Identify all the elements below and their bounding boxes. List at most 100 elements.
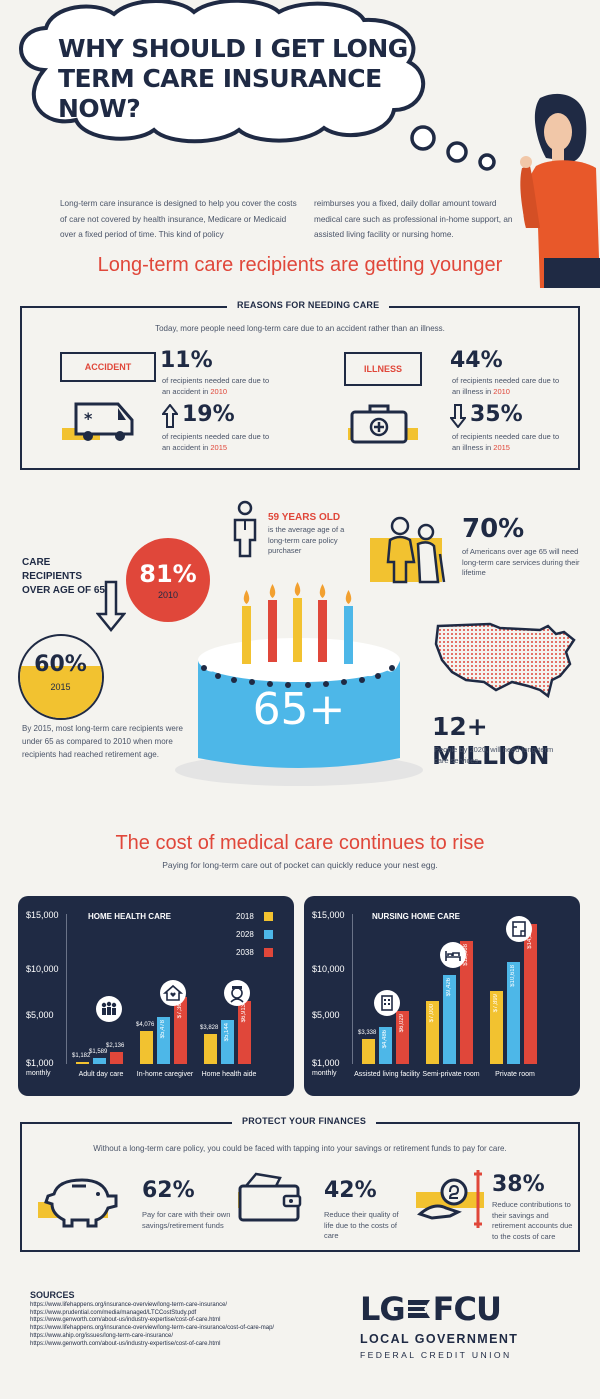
finance-pct-0: 62% (142, 1178, 195, 1203)
chart1-category-label-1: In-home caregiver (136, 1071, 194, 1078)
chart1-bar-2028-2 (221, 1020, 234, 1064)
logo-line2: FEDERAL CREDIT UNION (360, 1350, 512, 1360)
arrow-down-icon (450, 404, 466, 428)
finance-pct-2: 38% (492, 1172, 545, 1197)
finance-text-0: Pay for care with their own savings/reti… (142, 1210, 231, 1230)
chart2-category-label-0: Assisted living facility (354, 1071, 420, 1078)
person-icon (233, 500, 257, 558)
million-title: 12+ MILLION (432, 712, 550, 770)
illness-pct-2015: 35% (470, 402, 523, 427)
chart2-bar-label-2028-1: $9,426 (446, 977, 452, 997)
year-2010: 2010 (157, 590, 179, 600)
logo-mark: LG FCU (360, 1292, 560, 1326)
circle-2010: 81% 2010 (126, 538, 210, 622)
pct-2015: 60% (34, 652, 87, 677)
reasons-panel: REASONS FOR NEEDING CARE Today, more peo… (20, 300, 580, 470)
chart1-bar-2028-0 (93, 1057, 106, 1064)
page-title: WHY SHOULD I GET LONG TERM CARE INSURANC… (58, 34, 408, 123)
note-2015: By 2015, most long-term care recipients … (22, 724, 183, 759)
sources-title: SOURCES (30, 1290, 75, 1300)
chart1-category-label-2: Home health aide (201, 1071, 257, 1078)
home-health-chart: HOME HEALTH CARE $15,000 $10,000 $5,000 … (18, 896, 294, 1096)
chart1-legend-2038: 2038 (236, 948, 254, 957)
source-link[interactable]: https://www.genworth.com/about-us/indust… (30, 1317, 221, 1324)
source-link[interactable]: https://www.ahip.org/issues/long-term-ca… (30, 1332, 174, 1339)
section2-heading: The cost of medical care continues to ri… (115, 832, 485, 854)
source-link[interactable]: https://www.prudential.com/media/managed… (30, 1309, 197, 1316)
age-text: is the average age of a long-term care p… (268, 525, 345, 555)
accident-pct-2010: 11% (160, 348, 213, 373)
chart2-category-label-1: Semi-private room (422, 1071, 480, 1078)
arrow-down-large-icon (96, 580, 126, 632)
illness-text-2010: of recipients needed care due to an illn… (452, 376, 560, 396)
chart2-bar-label-2018-2: $7,899 (493, 994, 499, 1013)
chart1-ytick-1000: $1,000 (26, 1058, 54, 1068)
chart1-bar-label-2028-0: $1,589 (89, 1048, 108, 1055)
year-2015: 2015 (50, 682, 71, 692)
chart1-legend-2028: 2028 (236, 930, 254, 939)
chart2-bar-label-2018-1: $7,000 (429, 1003, 435, 1022)
chart1-bar-2038-0 (110, 1051, 123, 1064)
bed-icon (440, 942, 466, 968)
logo-flag-icon (407, 1300, 430, 1318)
americans-text: of Americans over age 65 will need long-… (462, 547, 580, 577)
circle-2015-fill (20, 666, 102, 718)
room-door-icon (506, 916, 532, 942)
ambulance-icon: * (62, 402, 134, 441)
usa-map-icon (434, 622, 576, 699)
finances-panel: PROTECT YOUR FINANCES Without a long-ter… (20, 1116, 580, 1252)
section2-subtitle: Paying for long-term care out of pocket … (162, 860, 438, 870)
million-text: People by 2020, will need long-term care… (434, 745, 554, 765)
nursing-home-chart: NURSING HOME CARE $15,000 $10,000 $5,000… (304, 896, 580, 1096)
chart1-bar-label-2018-2: $3,828 (200, 1025, 219, 1032)
chart2-bar-2028-0 (379, 1027, 392, 1064)
piggy-bank-icon (38, 1178, 118, 1228)
americans-pct: 70% (462, 514, 525, 544)
chart2-bar-label-2018-0: $3,338 (358, 1030, 377, 1037)
chart2-bar-2018-0 (362, 1039, 375, 1064)
circle-2015: 60% 2015 (18, 634, 104, 720)
chart2-ytick-5000: $5,000 (312, 1010, 340, 1020)
accident-text-2010: of recipients needed care due to an acci… (162, 376, 270, 396)
age-title: 59 YEARS OLD (268, 512, 341, 523)
chart2-bar-2038-1 (460, 940, 473, 1064)
nurse-icon (224, 980, 250, 1006)
chart1-bar-2018-0 (76, 1062, 89, 1064)
logo-mark-right: FCU (432, 1290, 502, 1328)
source-link[interactable]: https://www.lifehappens.org/insurance-ov… (30, 1325, 275, 1332)
chart1-axis (66, 914, 67, 1064)
chart1-legend-2018-swatch (264, 912, 273, 921)
source-link[interactable]: https://www.genworth.com/about-us/indust… (30, 1340, 221, 1347)
chart1-bar-label-2028-1: $5,478 (160, 1019, 166, 1039)
wallet-icon (238, 1172, 302, 1222)
people-group-icon (96, 996, 122, 1022)
arrow-up-icon (162, 404, 178, 428)
logo-mark-left: LG (360, 1290, 406, 1328)
finance-text-1: Reduce their quality of life due to the … (324, 1210, 399, 1240)
finance-pct-1: 42% (324, 1178, 377, 1203)
chart2-bar-2018-1 (426, 1000, 439, 1064)
chart1-title: HOME HEALTH CARE (88, 912, 171, 921)
chart1-bar-label-2028-2: $5,144 (224, 1023, 230, 1042)
care-recipients-label: CARE RECIPIENTS OVER AGE OF 65 (22, 557, 105, 596)
chart2-bar-2028-2 (507, 962, 520, 1064)
chart2-bar-2038-0 (396, 1010, 409, 1064)
chart1-bar-label-2038-2: $6,913 (241, 1004, 247, 1023)
logo-line1: LOCAL GOVERNMENT (360, 1332, 519, 1346)
chart1-category-label-0: Adult day care (78, 1071, 124, 1078)
reasons-panel-title: REASONS FOR NEEDING CARE (227, 300, 390, 310)
lgfcu-logo: LG FCU LOCAL GOVERNMENT FEDERAL CREDIT U… (360, 1292, 560, 1360)
intro-right: reimburses you a fixed, daily dollar amo… (314, 199, 513, 239)
first-aid-kit-icon (348, 404, 418, 444)
chart2-bars: $3,338 $4,486 $6,029 Assisted living facili… (304, 896, 580, 1096)
chart1-bar-2018-2 (204, 1034, 217, 1064)
chart2-bar-2038-2 (524, 923, 537, 1064)
source-link[interactable]: https://www.lifehappens.org/insurance-ov… (30, 1302, 228, 1308)
chart2-ytick-10000: $10,000 (312, 964, 345, 974)
chart2-ytick-15000: $15,000 (312, 910, 345, 920)
illness-label: ILLNESS (344, 352, 422, 386)
chart1-bar-label-2038-0: $2,136 (106, 1042, 125, 1049)
finances-panel-title: PROTECT YOUR FINANCES (232, 1116, 377, 1126)
thought-bubbles (410, 125, 496, 171)
chart2-bar-label-2028-0: $4,486 (382, 1030, 388, 1049)
